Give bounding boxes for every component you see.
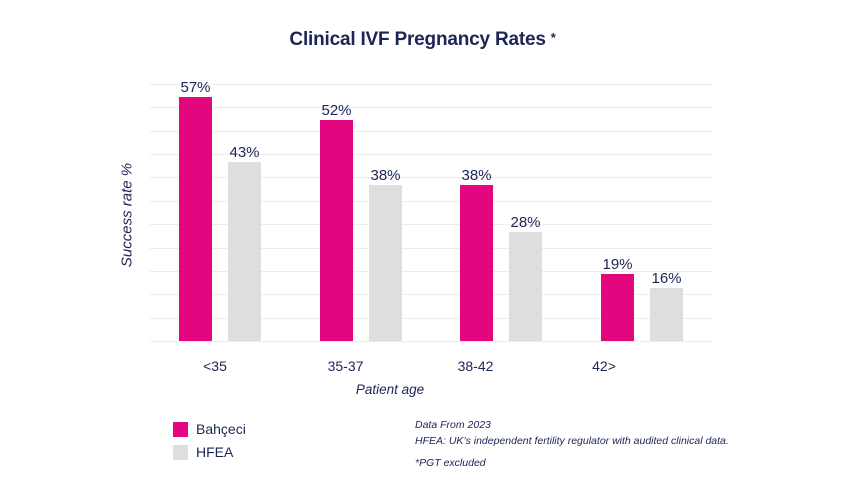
gridline: [150, 224, 712, 225]
legend-label: Bahçeci: [196, 421, 246, 437]
gridline: [150, 318, 712, 319]
legend-item: HFEA: [173, 444, 246, 460]
chart-title-text: Clinical IVF Pregnancy Rates: [289, 29, 546, 50]
bar-value-label: 38%: [461, 167, 492, 184]
bar-bahçeci-35-37: [320, 120, 353, 341]
x-axis-title: Patient age: [355, 382, 425, 397]
bar-value-label: 28%: [510, 214, 541, 231]
footnote-data-from: Data From 2023: [415, 419, 491, 431]
x-tick-label: 38-42: [457, 358, 494, 374]
bar-value-label: 38%: [370, 167, 401, 184]
gridline: [150, 107, 712, 108]
bar-value-label: 43%: [229, 144, 260, 161]
x-tick-label: 42>: [592, 358, 616, 374]
footnotes: Data From 2023 HFEA: UK’s independent fe…: [415, 417, 729, 471]
gridline: [150, 271, 712, 272]
x-tick-label: <35: [203, 358, 227, 374]
bar-bahçeci-38-42: [460, 185, 493, 341]
gridline: [150, 201, 712, 202]
gridline: [150, 294, 712, 295]
bar-value-label: 19%: [602, 256, 633, 273]
legend-item: Bahçeci: [173, 421, 246, 437]
gridline: [150, 84, 712, 85]
bar-value-label: 57%: [180, 79, 211, 96]
bar-bahçeci-42>: [601, 274, 634, 341]
bar-hfea-42>: [650, 288, 683, 341]
footnote-pgt-excluded: *PGT excluded: [415, 457, 486, 469]
gridline: [150, 154, 712, 155]
footnote-hfea-description: HFEA: UK’s independent fertility regulat…: [415, 435, 729, 447]
gridline: [150, 131, 712, 132]
bar-hfea-35-37: [369, 185, 402, 341]
chart-title-asterisk: *: [550, 30, 556, 45]
gridline: [150, 341, 712, 342]
bar-value-label: 16%: [651, 270, 682, 287]
y-axis-label: Success rate %: [118, 162, 136, 268]
x-tick-label: 35-37: [327, 358, 364, 374]
legend: Bahçeci HFEA: [173, 421, 246, 467]
legend-label: HFEA: [196, 444, 234, 460]
plot-area: 57% 52% 38% 19% 43% 38% 28% 16%: [150, 80, 712, 342]
chart-title: Clinical IVF Pregnancy Rates *: [0, 29, 845, 51]
bar-bahçeci-<35: [179, 97, 212, 341]
legend-swatch: [173, 421, 188, 437]
bar-value-label: 52%: [321, 102, 352, 119]
legend-swatch: [173, 444, 188, 460]
bar-hfea-38-42: [509, 232, 542, 341]
gridline: [150, 248, 712, 249]
bar-hfea-<35: [228, 162, 261, 341]
gridline: [150, 177, 712, 178]
